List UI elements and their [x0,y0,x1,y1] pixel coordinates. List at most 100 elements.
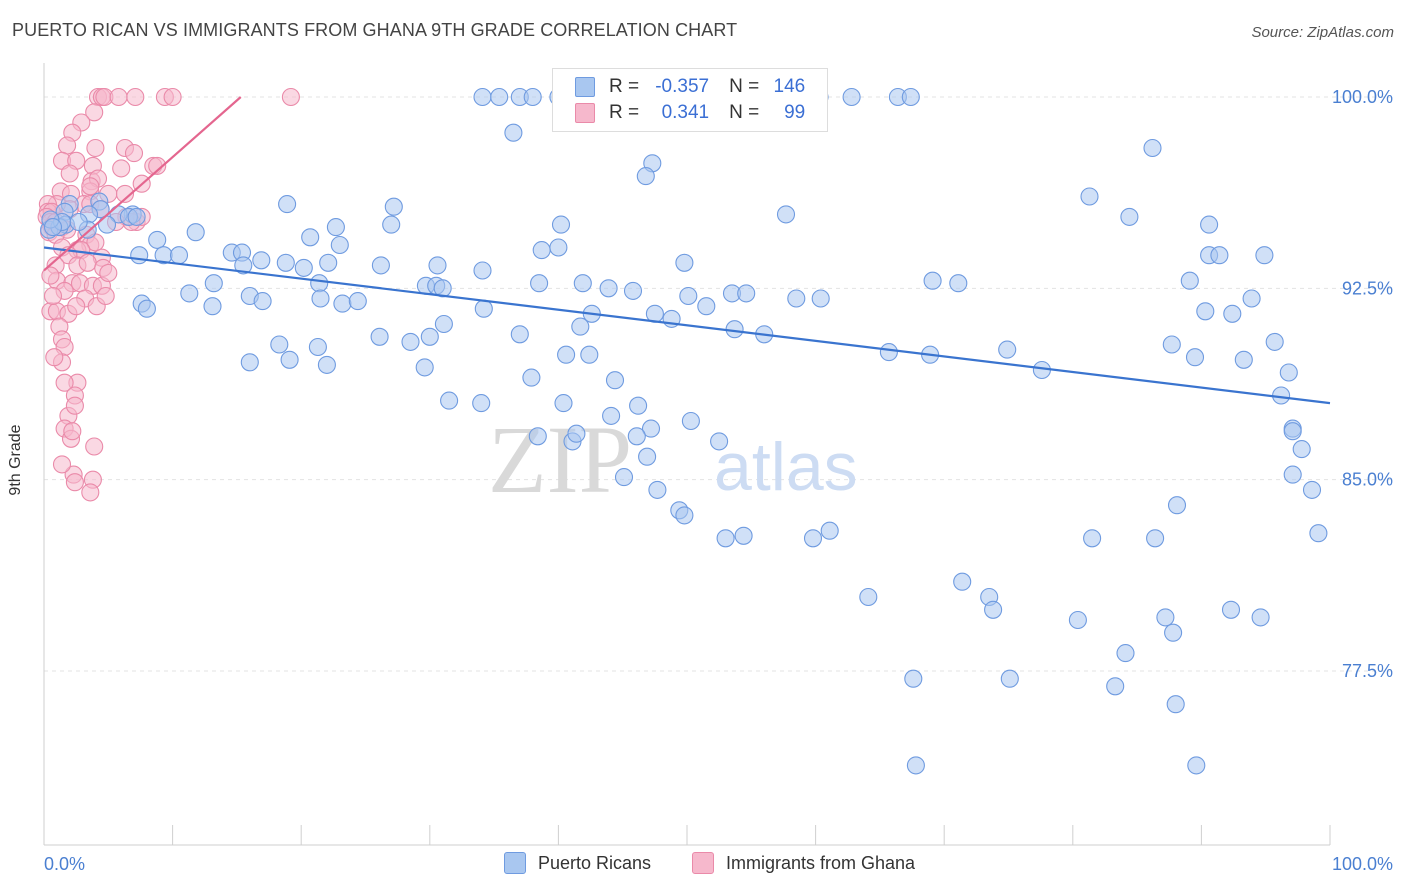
data-point [605,371,625,390]
data-point [679,286,698,306]
data-point [65,473,84,492]
data-point [326,218,345,237]
data-point [1283,422,1302,441]
data-point [623,281,643,300]
data-point [1187,756,1206,775]
data-point [549,238,568,257]
data-point [434,314,453,334]
data-point [953,572,972,591]
legend-r-value: -0.357 [655,76,710,97]
y-tick-label: 92.5% [1342,278,1393,298]
data-point [81,483,100,502]
data-point [842,87,861,107]
data-point [330,235,349,255]
data-point [148,156,167,175]
data-point [97,215,117,234]
data-point [169,246,189,265]
data-point [710,432,729,451]
data-point [317,355,336,374]
data-point [1068,610,1087,630]
data-point [1196,302,1215,321]
data-point [43,286,63,306]
axes [43,63,1331,846]
data-point [638,447,657,466]
data-point [1221,600,1241,619]
data-point [85,437,104,456]
data-point [96,286,115,306]
legend-swatch-blue [504,852,526,874]
data-point [984,600,1003,619]
data-point [1302,480,1322,499]
data-point [163,87,182,107]
data-point [311,289,330,308]
data-point [252,251,271,270]
data-point [1162,335,1181,354]
data-point [109,87,128,107]
data-point [1283,465,1302,484]
data-point [204,274,223,293]
legend-item-ghana[interactable]: Immigrants from Ghana [692,852,915,874]
data-point [1146,529,1165,548]
data-point [716,529,735,548]
data-point [319,253,338,272]
data-point [186,223,205,242]
stats-legend: R = -0.357 N = 146 R = 0.341 N = 99 [552,68,828,132]
data-point [301,228,320,247]
legend-r-value: 0.341 [661,102,710,123]
legend-label-puerto-ricans: Puerto Ricans [538,852,652,873]
data-point [45,348,64,367]
legend-label-ghana: Immigrants from Ghana [726,852,916,873]
legend-n-label: N = [729,76,760,97]
series-puerto-rican-points [40,87,1328,775]
data-point [55,373,74,392]
y-tick-label: 77.5% [1342,661,1393,681]
data-point [675,506,694,525]
legend-n-value: 146 [773,76,806,97]
data-point [636,167,655,186]
data-point [1185,348,1205,367]
data-point [904,669,923,688]
legend-n-label: N = [729,102,760,123]
data-point [602,406,621,425]
data-point [310,274,329,293]
data-point [130,246,149,265]
data-point [370,327,389,346]
data-point [253,292,272,311]
legend-row-ghana: R = 0.341 N = 99 [575,101,805,125]
data-point [1223,304,1242,323]
data-point [278,195,297,214]
data-point [803,529,823,548]
data-point [614,468,634,487]
data-point [124,144,144,163]
data-point [580,345,599,364]
data-point [294,258,313,277]
legend-swatch-blue [575,77,595,97]
data-point [276,253,295,272]
data-point [52,455,72,474]
legend-item-puerto-ricans[interactable]: Puerto Ricans [504,852,651,874]
data-point [126,87,145,107]
data-point [473,87,492,107]
data-point [81,177,100,196]
data-point [1279,363,1298,382]
data-point [308,337,327,357]
legend-swatch-pink [575,103,595,123]
data-point [281,87,300,107]
trend-line-puerto-ricans [43,246,1331,405]
data-point [60,164,79,183]
data-point [523,87,542,107]
data-point [567,424,586,443]
data-point [820,521,839,540]
data-point [906,756,925,775]
data-point [86,138,105,158]
y-axis-label: 9th Grade [7,424,24,496]
data-point [148,230,167,249]
data-point [1234,350,1253,369]
data-point [384,197,403,216]
chart-title: PUERTO RICAN VS IMMIGRANTS FROM GHANA 9T… [12,20,738,40]
y-tick-label: 100.0% [1332,87,1393,107]
data-point [737,284,756,303]
y-tick-label: 85.0% [1342,470,1393,490]
data-point [1083,529,1102,548]
data-point [811,289,830,308]
